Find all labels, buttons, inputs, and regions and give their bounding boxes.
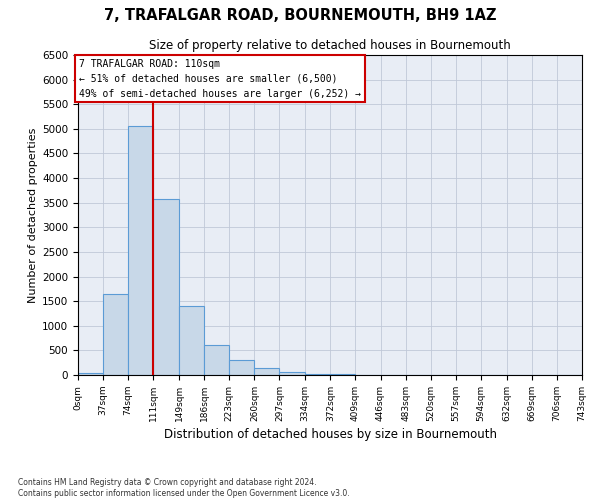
Bar [153, 199, 179, 375]
Bar [179, 306, 204, 375]
X-axis label: Distribution of detached houses by size in Bournemouth: Distribution of detached houses by size … [163, 428, 497, 441]
Bar [331, 374, 355, 375]
Y-axis label: Number of detached properties: Number of detached properties [28, 128, 38, 302]
Bar [305, 374, 331, 375]
Text: Contains HM Land Registry data © Crown copyright and database right 2024.
Contai: Contains HM Land Registry data © Crown c… [18, 478, 350, 498]
Bar [280, 372, 305, 375]
Bar [254, 368, 280, 375]
Bar [78, 372, 103, 375]
Bar [128, 126, 153, 375]
Title: Size of property relative to detached houses in Bournemouth: Size of property relative to detached ho… [149, 40, 511, 52]
Bar [229, 360, 254, 375]
Text: 7 TRAFALGAR ROAD: 110sqm
← 51% of detached houses are smaller (6,500)
49% of sem: 7 TRAFALGAR ROAD: 110sqm ← 51% of detach… [79, 59, 361, 98]
Bar [204, 345, 229, 375]
Text: 7, TRAFALGAR ROAD, BOURNEMOUTH, BH9 1AZ: 7, TRAFALGAR ROAD, BOURNEMOUTH, BH9 1AZ [104, 8, 496, 22]
Bar [103, 294, 128, 375]
